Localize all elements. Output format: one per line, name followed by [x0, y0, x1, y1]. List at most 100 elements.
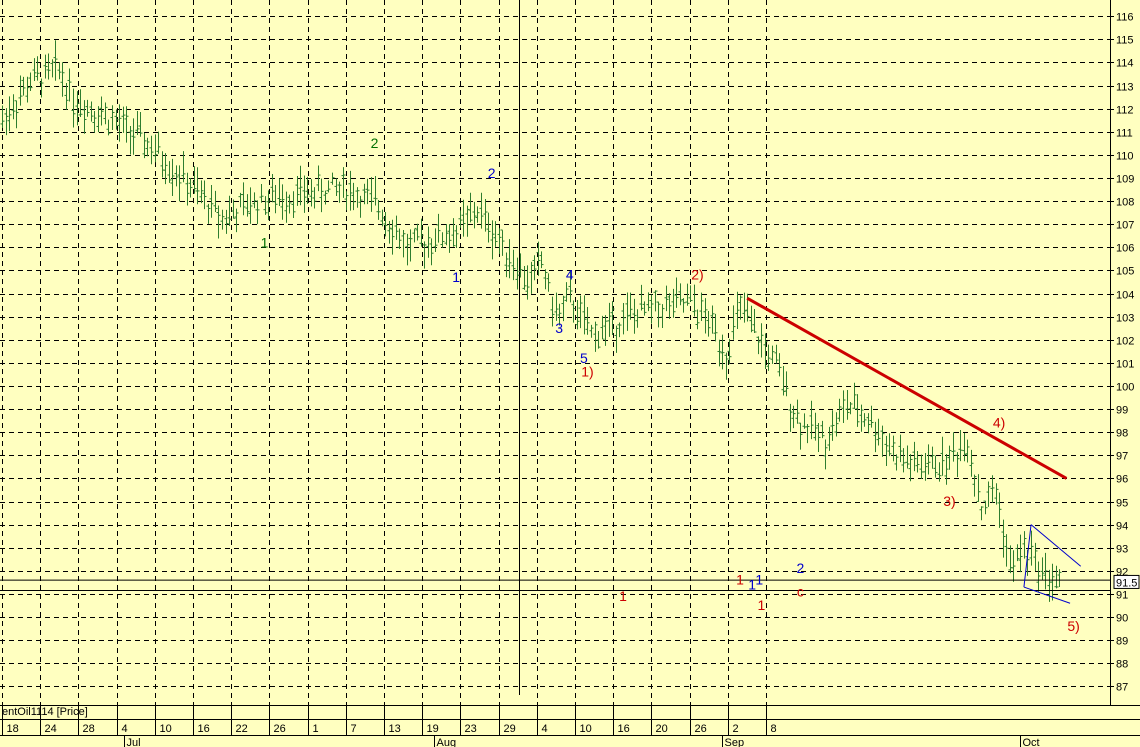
y-tick-label: 97 [1116, 451, 1128, 463]
ohlc-bar [958, 429, 963, 462]
ohlc-bar [1033, 542, 1038, 572]
ohlc-bar [830, 410, 835, 441]
ohlc-bar [1015, 544, 1020, 562]
y-tick-label: 88 [1116, 659, 1128, 671]
ohlc-bar [461, 199, 466, 237]
ohlc-bar [554, 292, 559, 321]
ohlc-bar [536, 241, 541, 276]
ohlc-bar [869, 405, 874, 428]
wave-label: 1 [736, 572, 744, 588]
ohlc-bar [522, 266, 527, 290]
ohlc-bar [585, 307, 590, 335]
ohlc-bar [862, 413, 867, 427]
wave-label: 4 [566, 267, 574, 283]
ohlc-bar [291, 191, 296, 219]
y-tick-label: 94 [1116, 521, 1128, 533]
ohlc-bar [405, 233, 410, 266]
ohlc-bar [951, 432, 956, 462]
wave-label: 1) [581, 364, 593, 380]
x-tick-label: 7 [351, 723, 357, 735]
ohlc-bar [163, 153, 168, 185]
ohlc-bar [621, 302, 626, 335]
ohlc-bar [245, 194, 250, 217]
wave-label: 1 [619, 588, 627, 604]
ohlc-bar [138, 112, 143, 137]
y-tick-label: 87 [1116, 682, 1128, 694]
ohlc-bar [135, 110, 140, 136]
ohlc-bar [646, 292, 651, 312]
ohlc-bar [507, 239, 512, 279]
ohlc-bar [749, 305, 754, 333]
y-tick-label: 112 [1116, 105, 1134, 117]
ohlc-bar [192, 166, 197, 194]
ohlc-bar [642, 301, 647, 316]
ohlc-bar [940, 436, 945, 476]
ohlc-bar [78, 89, 83, 117]
ohlc-bar [625, 292, 630, 331]
ohlc-bar [309, 179, 314, 207]
ohlc-bar [472, 201, 477, 229]
ohlc-bar [717, 339, 722, 367]
ohlc-bar [273, 184, 278, 214]
ohlc-bar [1036, 561, 1041, 592]
ohlc-bar [529, 261, 534, 294]
price-bars [0, 40, 1062, 602]
ohlc-bar [57, 62, 62, 80]
ohlc-bar [1011, 550, 1016, 582]
month-label: Sep [725, 737, 745, 747]
ohlc-bar [337, 181, 342, 203]
x-tick-label: 18 [7, 723, 19, 735]
last-price-marker: 91.5 [1113, 574, 1140, 589]
ohlc-bar [341, 167, 346, 198]
ohlc-bar [145, 137, 150, 157]
ohlc-bar [763, 333, 768, 369]
ohlc-bar [525, 265, 530, 300]
wave-label: 4) [993, 415, 1005, 431]
ohlc-bar [295, 176, 300, 206]
ohlc-bar [376, 200, 381, 220]
ohlc-bar [92, 110, 97, 133]
ohlc-bar [231, 199, 236, 219]
month-label: Jul [127, 737, 141, 747]
ohlc-bar [493, 221, 498, 247]
ohlc-bar [206, 203, 211, 224]
ohlc-bar [820, 420, 825, 439]
x-tick-label: 10 [580, 723, 592, 735]
ohlc-bar [578, 295, 583, 329]
ohlc-bar [898, 434, 903, 463]
x-tick-label: 4 [542, 723, 548, 735]
ohlc-bar [827, 426, 832, 451]
ohlc-bar [671, 288, 676, 318]
ohlc-bar [614, 325, 619, 353]
y-tick-label: 115 [1116, 35, 1134, 47]
x-tick-label: 10 [160, 723, 172, 735]
ohlc-bar [0, 105, 5, 129]
x-tick-label: 23 [465, 723, 477, 735]
ohlc-bar [280, 184, 285, 220]
ohlc-bar [955, 452, 960, 477]
wave-label: 1 [755, 572, 763, 588]
y-tick-label: 89 [1116, 636, 1128, 648]
ohlc-bar [777, 353, 782, 377]
ohlc-bar [188, 178, 193, 198]
ohlc-bar [397, 228, 402, 249]
ohlc-bar [486, 212, 491, 243]
y-tick-label: 99 [1116, 405, 1128, 417]
ohlc-bar [887, 433, 892, 457]
ohlc-bar [1018, 534, 1023, 573]
ohlc-bar [458, 210, 463, 228]
ohlc-bar [394, 215, 399, 240]
ohlc-bar [96, 106, 101, 133]
ohlc-bar [912, 441, 917, 472]
y-tick-label: 105 [1116, 266, 1134, 278]
y-tick-label: 95 [1116, 498, 1128, 510]
ohlc-bar [11, 94, 16, 120]
ohlc-bar [468, 192, 473, 223]
ohlc-bar [390, 219, 395, 255]
ohlc-bar [589, 324, 594, 338]
ohlc-bar [14, 100, 19, 129]
ohlc-bar [550, 296, 555, 327]
ohlc-bar [351, 182, 356, 211]
ohlc-bar [89, 101, 94, 122]
